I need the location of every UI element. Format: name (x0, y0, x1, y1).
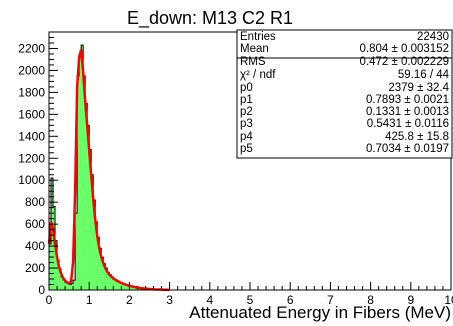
stats-value: 0.1331 ± 0.0013 (366, 106, 449, 118)
y-tick-label: 1400 (18, 129, 45, 143)
histogram-bar (75, 213, 78, 290)
histogram-bar (123, 284, 126, 290)
stats-value: 2379 ± 32.4 (388, 82, 449, 94)
histogram-bar (91, 174, 94, 290)
x-axis-label: Attenuated Energy in Fibers (MeV) (189, 303, 451, 322)
stats-key: p3 (240, 118, 253, 130)
stats-key: Entries (240, 31, 276, 43)
histogram-bar (115, 280, 118, 290)
histogram-bar (127, 285, 130, 290)
fit-curve (47, 49, 170, 292)
x-tick-label: 5 (247, 293, 254, 307)
stats-key: p0 (240, 82, 253, 94)
x-tick-label: 4 (206, 293, 213, 307)
histogram-bar (85, 103, 88, 291)
stats-box-frame (236, 29, 453, 159)
histogram-bar (131, 286, 134, 290)
x-tick-label: 3 (166, 293, 173, 307)
histogram-bar (93, 199, 96, 290)
histogram-bar (117, 281, 120, 290)
histogram-bar (59, 269, 62, 290)
stats-value: 59.16 / 44 (398, 69, 450, 81)
stats-key: χ² / ndf (240, 69, 276, 81)
y-tick-label: 1800 (18, 85, 45, 99)
stats-value: 0.5431 ± 0.0116 (367, 118, 449, 130)
plot-area (47, 44, 172, 292)
histogram-bar (77, 75, 80, 291)
stats-key: p2 (240, 106, 253, 118)
histogram-bar (125, 285, 128, 290)
histogram-bar (99, 248, 102, 290)
histogram-bar (65, 282, 68, 290)
histogram-bar (133, 287, 136, 290)
y-tick-label: 200 (25, 261, 45, 275)
stats-key: RMS (240, 56, 266, 68)
y-tick-label: 400 (25, 239, 45, 253)
histogram-bar (113, 279, 116, 290)
stats-value: 0.804 ± 0.003152 (360, 43, 449, 55)
histogram-bar (95, 221, 98, 290)
stats-value: 0.7893 ± 0.0021 (366, 94, 449, 106)
histogram-bar (101, 257, 104, 290)
histogram-bar (111, 276, 114, 290)
x-tick-label: 8 (367, 293, 374, 307)
stats-value: 425.8 ± 15.8 (385, 131, 449, 143)
histogram-bar (109, 274, 112, 290)
y-tick-label: 1000 (18, 173, 45, 187)
y-tick-label: 1200 (18, 151, 45, 165)
histogram-bar (73, 280, 76, 290)
histogram-bar (51, 178, 54, 290)
histogram-bar (121, 283, 124, 290)
histogram-bar (119, 282, 122, 290)
histogram-bar (57, 260, 60, 290)
histogram-bar (129, 286, 132, 290)
histogram-bar (63, 280, 66, 290)
histogram-bar (97, 237, 100, 290)
x-tick-label: 0 (46, 293, 53, 307)
y-tick-label: 0 (38, 283, 45, 297)
stats-key: p4 (240, 131, 253, 143)
stats-rows: Entries 22430 Mean 0.804 ± 0.003152 RMS 0.472… (240, 31, 450, 155)
chart-title: E_down: M13 C2 R1 (127, 8, 293, 29)
histogram-bar (87, 125, 90, 290)
x-tick-label: 7 (327, 293, 334, 307)
y-tick-label: 2000 (18, 63, 45, 77)
y-tick-label: 2200 (18, 41, 45, 55)
histogram-bar (67, 283, 70, 290)
stats-key: p1 (240, 94, 253, 106)
x-tick-label: 1 (86, 293, 93, 307)
histogram-bar (81, 45, 84, 290)
histogram-bar (89, 149, 92, 290)
histogram-bar (105, 268, 108, 290)
stats-value: 0.7034 ± 0.0197 (366, 143, 449, 155)
histogram-bar (103, 263, 106, 290)
y-tick-label: 600 (25, 217, 45, 231)
x-tick-label: 9 (407, 293, 414, 307)
histogram-bar (49, 243, 52, 290)
histogram-bar (55, 240, 58, 290)
y-tick-label: 1600 (18, 107, 45, 121)
stats-key: Mean (240, 43, 269, 55)
x-tick-label: 2 (126, 293, 133, 307)
histogram-bar (137, 288, 140, 290)
stats-value: 0.472 ± 0.002229 (360, 56, 449, 68)
histogram-bar (71, 283, 74, 290)
histogram-outline (48, 44, 172, 291)
stats-value: 22430 (417, 31, 449, 43)
histogram-bar (53, 206, 56, 290)
x-tick-label: 6 (287, 293, 294, 307)
histogram-bar (69, 284, 72, 290)
histogram-bar (107, 272, 110, 290)
histogram-bar (79, 53, 82, 291)
x-tick-label: 10 (444, 293, 453, 307)
histogram-bar (61, 276, 64, 290)
y-tick-label: 800 (25, 195, 45, 209)
histogram-bar (135, 287, 138, 290)
histogram-bar (83, 75, 86, 291)
stats-box: Entries 22430 Mean 0.804 ± 0.003152 RMS 0.472… (236, 29, 453, 159)
stats-key: p5 (240, 143, 253, 155)
axes: 0 1 2 3 4 5 6 7 8 9 10 0 200 400 600 800 1000 1200 1400 160… (18, 31, 453, 307)
